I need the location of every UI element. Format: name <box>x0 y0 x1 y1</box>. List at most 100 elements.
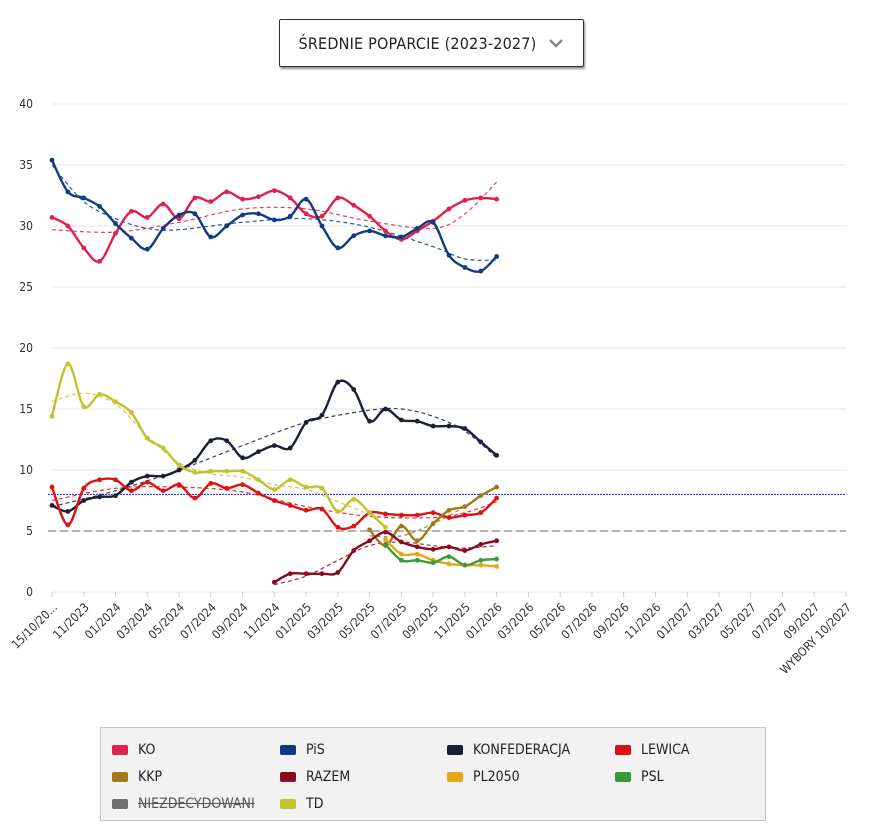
data-point-pis <box>129 235 134 241</box>
legend-item-lewica[interactable]: LEWICA <box>615 742 690 758</box>
data-point-razem <box>271 579 277 585</box>
legend-item-kkp[interactable]: KKP <box>112 769 162 785</box>
data-point-konfederacja <box>478 439 484 445</box>
data-point-razem <box>478 542 484 547</box>
data-point-pis <box>271 217 277 223</box>
data-point-pis <box>49 157 55 163</box>
legend-item-konfederacja[interactable]: KONFEDERACJA <box>447 742 570 758</box>
data-point-ko <box>224 189 230 195</box>
data-point-lewica <box>224 485 230 491</box>
legend-swatch <box>280 772 296 782</box>
data-point-lewica <box>160 488 166 494</box>
y-tick-label: 0 <box>26 585 33 599</box>
legend-label: PSL <box>641 769 664 785</box>
data-point-ko <box>351 202 357 208</box>
y-tick-label: 25 <box>19 280 33 294</box>
data-point-kkp <box>430 521 436 527</box>
data-point-konfederacja <box>176 467 182 473</box>
data-point-ko <box>383 228 388 234</box>
data-point-konfederacja <box>113 493 118 499</box>
data-point-ko <box>176 216 182 222</box>
data-point-ko <box>319 213 325 219</box>
data-point-lewica <box>208 481 214 486</box>
data-point-psl <box>414 557 420 563</box>
legend-label: NIEZDECYDOWANI <box>138 796 255 812</box>
data-point-pis <box>430 219 436 225</box>
data-point-konfederacja <box>240 455 245 461</box>
data-point-lewica <box>414 512 420 518</box>
legend-swatch <box>112 772 128 782</box>
data-point-konfederacja <box>462 426 468 431</box>
data-point-konfederacja <box>351 387 357 392</box>
data-point-psl <box>478 557 484 563</box>
data-point-pis <box>367 228 372 234</box>
data-point-td <box>176 462 182 468</box>
legend-label: TD <box>306 796 324 812</box>
data-point-psl <box>430 560 436 566</box>
data-point-pl2050 <box>478 562 484 568</box>
data-point-psl <box>446 554 452 560</box>
legend-swatch <box>615 772 631 782</box>
data-point-konfederacja <box>97 494 103 500</box>
data-point-pl2050 <box>494 563 500 569</box>
data-point-ko <box>367 213 372 219</box>
data-point-lewica <box>478 510 484 516</box>
data-point-pis <box>351 233 357 239</box>
data-point-td <box>97 391 103 397</box>
data-point-pl2050 <box>414 551 420 557</box>
data-point-pis <box>97 204 103 209</box>
trend-line-td <box>51 392 386 528</box>
data-point-konfederacja <box>319 412 325 418</box>
data-point-konfederacja <box>335 379 341 385</box>
data-point-lewica <box>430 510 436 516</box>
data-point-td <box>367 510 372 516</box>
data-point-razem <box>351 548 357 553</box>
data-point-ko <box>287 195 293 201</box>
data-point-konfederacja <box>65 509 71 514</box>
legend-item-niezdecydowani[interactable]: NIEZDECYDOWANI <box>112 796 255 812</box>
legend-label: PL2050 <box>473 769 520 785</box>
legend-swatch <box>280 799 296 809</box>
legend-item-ko[interactable]: KO <box>112 742 155 758</box>
data-point-lewica <box>144 479 150 485</box>
data-point-pis <box>208 234 214 240</box>
data-point-konfederacja <box>383 406 388 412</box>
data-point-ko <box>192 195 198 201</box>
data-point-pis <box>224 223 230 229</box>
data-point-td <box>351 496 357 502</box>
data-point-ko <box>303 211 309 217</box>
legend-item-pis[interactable]: PiS <box>280 742 325 758</box>
data-point-ko <box>462 197 468 203</box>
period-dropdown[interactable]: ŚREDNIE POPARCIE (2023-2027) <box>279 19 584 67</box>
trend-line-pis <box>51 164 497 261</box>
data-point-lewica <box>176 482 182 488</box>
series-line-td <box>50 362 387 529</box>
legend-item-psl[interactable]: PSL <box>615 769 664 785</box>
data-point-td <box>271 487 277 492</box>
data-point-kkp <box>478 493 484 499</box>
data-point-razem <box>398 539 404 545</box>
legend-item-razem[interactable]: RAZEM <box>280 769 350 785</box>
data-point-razem <box>319 571 325 577</box>
data-point-lewica <box>81 485 87 491</box>
data-point-konfederacja <box>192 457 198 463</box>
data-point-lewica <box>287 502 293 508</box>
data-point-razem <box>430 546 436 552</box>
data-point-kkp <box>367 527 372 533</box>
data-point-pis <box>192 211 198 217</box>
legend-item-td[interactable]: TD <box>280 796 323 812</box>
legend-item-pl2050[interactable]: PL2050 <box>447 769 520 785</box>
data-point-lewica <box>49 484 55 490</box>
data-point-pis <box>65 189 71 195</box>
data-point-td <box>192 470 198 475</box>
legend-label: KKP <box>138 769 163 785</box>
series-line-pis <box>50 158 498 273</box>
data-point-pis <box>176 212 182 218</box>
data-point-konfederacja <box>129 479 134 485</box>
legend-swatch <box>112 799 128 809</box>
data-point-pis <box>303 196 309 202</box>
data-point-td <box>256 477 261 483</box>
data-point-ko <box>160 201 166 207</box>
data-point-ko <box>144 215 150 220</box>
data-point-lewica <box>319 506 325 512</box>
